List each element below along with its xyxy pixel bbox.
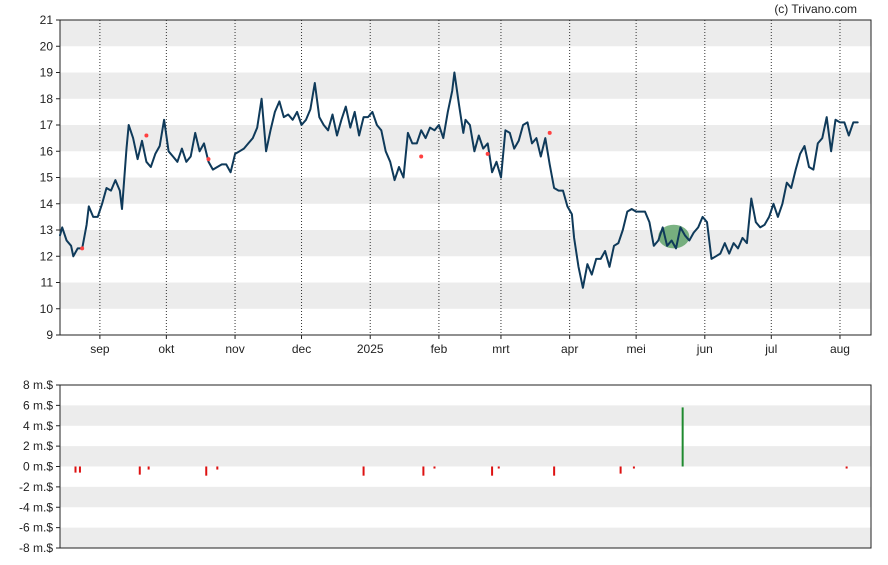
price-y-tick-label: 14	[40, 197, 54, 211]
flow-y-tick-label: -2 m.$	[19, 480, 53, 494]
price-x-tick-label-mrt: mrt	[492, 342, 510, 356]
price-y-tick-label: 9	[46, 328, 53, 342]
price-chart-panel: 9 10 11 12 13 14 15 16 17 18 19 20 21 sep okt nov dec 202…	[40, 13, 872, 356]
price-y-tick-label: 15	[40, 171, 54, 185]
price-x-tick-label-nov: nov	[225, 342, 244, 356]
price-y-tick-label: 18	[40, 92, 54, 106]
price-marker	[206, 157, 211, 162]
price-band	[60, 72, 871, 99]
flow-y-tick-label: -8 m.$	[19, 541, 53, 555]
price-band	[60, 230, 871, 257]
price-x-tick-label-okt: okt	[158, 342, 175, 356]
price-x-tick-label-aug: aug	[830, 342, 850, 356]
price-x-tick-label-feb: feb	[431, 342, 448, 356]
price-marker	[419, 154, 424, 159]
price-y-tick-label: 19	[40, 66, 54, 80]
price-y-tick-label: 16	[40, 144, 54, 158]
credit-label: (c) Trivano.com	[774, 2, 857, 16]
price-y-tick-label: 11	[41, 276, 54, 290]
flow-y-tick-label: 0 m.$	[23, 460, 53, 474]
price-marker	[144, 133, 149, 138]
price-x-tick-label-2025: 2025	[357, 342, 384, 356]
flow-band	[60, 527, 871, 548]
flow-y-tick-label: 8 m.$	[23, 378, 53, 392]
price-marker	[80, 246, 85, 251]
price-x-tick-label-dec: dec	[292, 342, 311, 356]
flow-band	[60, 486, 871, 508]
flow-y-tick-label: 6 m.$	[23, 398, 53, 412]
price-y-tick-label: 21	[40, 13, 54, 27]
flow-band	[60, 405, 871, 426]
price-y-tick-label: 17	[40, 118, 54, 132]
flow-y-tick-label: -6 m.$	[19, 521, 53, 535]
price-x-tick-label-sep: sep	[90, 342, 110, 356]
price-band	[60, 282, 871, 309]
price-y-tick-label: 13	[40, 223, 54, 237]
price-x-tick-label-mei: mei	[626, 342, 645, 356]
price-marker	[485, 151, 490, 156]
price-x-tick-label-jul: jul	[764, 342, 777, 356]
price-band	[60, 177, 871, 204]
flow-y-tick-label: -4 m.$	[19, 500, 53, 514]
price-x-tick-label-apr: apr	[561, 342, 578, 356]
price-series-line	[59, 71, 859, 289]
flow-band	[60, 446, 871, 467]
flow-y-tick-label: 4 m.$	[23, 419, 53, 433]
flow-chart-panel: 8 m.$ 6 m.$ 4 m.$ 2 m.$ 0 m.$ -2 m.$ -4 m.$ -6 …	[19, 378, 872, 555]
price-band	[60, 125, 871, 152]
price-marker	[547, 130, 552, 135]
price-y-tick-label: 10	[40, 302, 54, 316]
price-y-tick-label: 12	[40, 249, 54, 263]
price-x-tick-label-jun: jun	[696, 342, 713, 356]
flow-y-tick-label: 2 m.$	[23, 439, 53, 453]
price-band	[60, 20, 871, 47]
price-y-tick-label: 20	[40, 39, 54, 53]
